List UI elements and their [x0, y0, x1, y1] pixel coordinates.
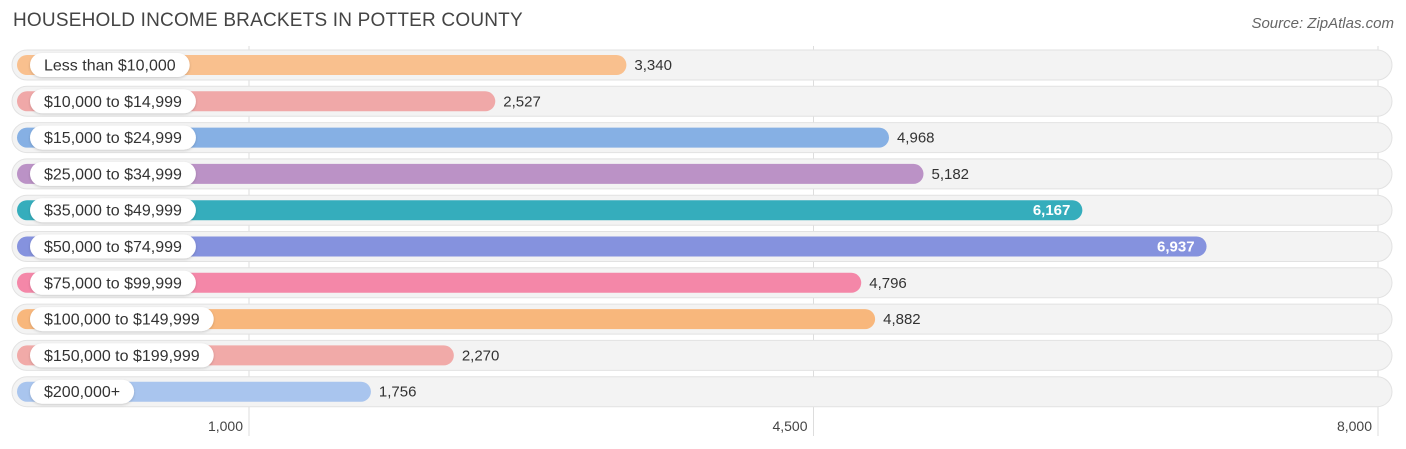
bar	[17, 309, 876, 330]
value-label: 2,527	[503, 93, 541, 110]
value-label: 6,167	[1033, 202, 1071, 219]
value-label: 1,756	[379, 384, 417, 401]
category-label: $10,000 to $14,999	[44, 94, 182, 111]
x-tick-label: 4,500	[772, 418, 807, 434]
category-pill	[30, 198, 196, 223]
value-label: 3,340	[634, 57, 672, 74]
category-pill	[30, 270, 196, 295]
category-pill	[30, 234, 196, 259]
bar	[17, 127, 889, 148]
x-tick-label: 1,000	[208, 418, 243, 434]
bar-row: $50,000 to $74,999 6,937	[11, 231, 1393, 262]
source-note: Source: ZipAtlas.com	[1251, 15, 1394, 32]
bar-row: Less than $10,000 3,340	[11, 49, 1393, 81]
category-label: $100,000 to $149,999	[44, 312, 200, 329]
value-label: 2,270	[462, 347, 500, 364]
bar-row: $200,000+ 1,756	[11, 376, 1393, 408]
bar-row: $150,000 to $199,999 2,270	[11, 339, 1393, 371]
bar-row: $10,000 to $14,999 2,527	[11, 85, 1393, 117]
bar-row: $35,000 to $49,999 6,167	[11, 194, 1393, 226]
x-axis: 1,000 4,500 8,000	[208, 418, 1372, 434]
category-pill	[30, 53, 190, 77]
category-pill	[30, 125, 196, 150]
bar	[17, 163, 924, 184]
value-label: 4,968	[897, 130, 935, 147]
bars: Less than $10,000 3,340 $10,000 to $14,999…	[11, 49, 1393, 408]
bar	[17, 236, 1207, 257]
category-label: $75,000 to $99,999	[44, 275, 182, 292]
category-pill	[30, 161, 196, 186]
category-label: $50,000 to $74,999	[44, 239, 182, 256]
category-label: $35,000 to $49,999	[44, 203, 182, 220]
category-label: $200,000+	[44, 384, 120, 401]
value-label: 4,796	[869, 275, 907, 292]
value-label: 4,882	[883, 311, 921, 328]
category-pill	[30, 379, 135, 404]
value-label: 6,937	[1157, 239, 1195, 256]
value-label: 5,182	[931, 166, 969, 183]
bar	[17, 200, 1083, 221]
category-pill	[30, 89, 196, 114]
category-label: Less than $10,000	[44, 58, 176, 75]
bar	[17, 272, 862, 293]
bar-row: $25,000 to $34,999 5,182	[11, 158, 1393, 190]
chart-title: HOUSEHOLD INCOME BRACKETS IN POTTER COUN…	[13, 10, 523, 31]
x-tick-label: 8,000	[1337, 418, 1372, 434]
category-pill	[30, 343, 214, 368]
bar-row: $15,000 to $24,999 4,968	[11, 122, 1393, 154]
bar-row: $75,000 to $99,999 4,796	[11, 267, 1393, 299]
bar-row: $100,000 to $149,999 4,882	[11, 303, 1393, 335]
category-pill	[30, 307, 214, 332]
category-label: $15,000 to $24,999	[44, 130, 182, 147]
category-label: $150,000 to $199,999	[44, 348, 200, 365]
category-label: $25,000 to $34,999	[44, 166, 182, 183]
